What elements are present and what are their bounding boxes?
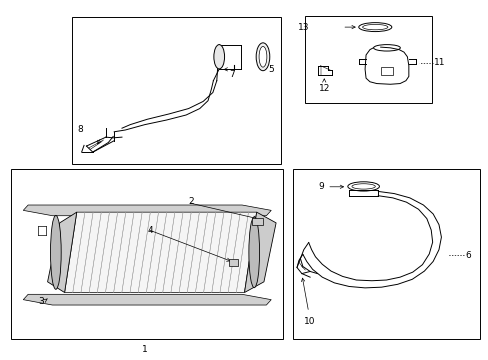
Text: 7: 7 [228,70,234,79]
Bar [11,169,283,339]
Text: 5: 5 [267,65,273,74]
Text: 1: 1 [142,345,147,354]
Text: 4: 4 [147,225,153,234]
Polygon shape [23,205,271,216]
Text: 11: 11 [433,58,445,67]
Ellipse shape [50,215,61,289]
Text: 12: 12 [318,84,329,93]
Ellipse shape [362,24,387,30]
Polygon shape [23,294,271,305]
Polygon shape [47,212,77,293]
Ellipse shape [259,46,266,67]
Text: 10: 10 [303,316,315,325]
Bar [292,169,479,339]
Text: 2: 2 [188,197,194,206]
Ellipse shape [213,45,224,69]
Text: 9: 9 [317,182,323,191]
Text: 6: 6 [465,251,470,260]
Text: 3: 3 [38,297,43,306]
Text: 8: 8 [78,126,83,135]
Bar [251,218,262,225]
Ellipse shape [248,217,259,288]
Bar [72,18,281,164]
Polygon shape [64,212,256,293]
Ellipse shape [351,184,374,189]
Bar [380,67,392,75]
Bar [228,259,238,266]
Text: 13: 13 [297,23,308,32]
Bar [305,16,431,103]
Ellipse shape [256,43,269,71]
Polygon shape [244,212,276,293]
